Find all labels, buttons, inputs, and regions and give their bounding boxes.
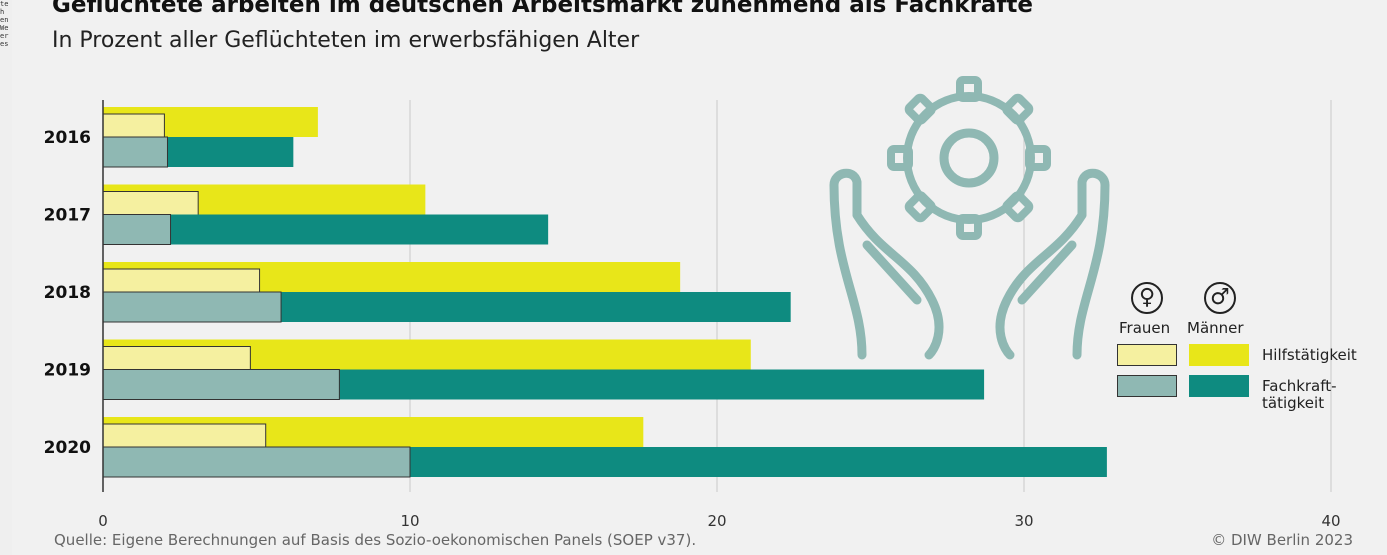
legend-swatch-fachkraft-men: [1189, 375, 1249, 397]
legend-header-men: Männer: [1187, 319, 1244, 337]
copyright: © DIW Berlin 2023: [1211, 531, 1353, 549]
hands-gear-icon: [829, 76, 1110, 360]
chart-subtitle: In Prozent aller Geflüchteten im erwerbs…: [52, 28, 640, 53]
legend: ♀ ♂ Frauen Männer Hilfstätigkeit Fachkra…: [1117, 282, 1377, 422]
bar-fachkraftt-tigkeit-m-nner-2017: [103, 214, 549, 245]
chart-card: Geflüchtete arbeiten im deutschen Arbeit…: [12, 0, 1387, 555]
side-fragment: er: [0, 32, 9, 40]
legend-label-fachkraft: Fachkraft- tätigkeit: [1262, 377, 1337, 412]
y-category-label: 2017: [44, 206, 91, 226]
bar-fachkraftt-tigkeit-frauen-2017: [102, 214, 172, 245]
bars-layer: [102, 107, 1107, 478]
chart-title: Geflüchtete arbeiten im deutschen Arbeit…: [52, 0, 1034, 18]
y-category-label: 2016: [44, 128, 91, 148]
legend-swatch-fachkraft-women: [1117, 375, 1177, 397]
side-fragment: h: [0, 8, 5, 16]
side-fragment: We: [0, 24, 9, 32]
bar-fachkraftt-tigkeit-frauen-2018: [102, 291, 282, 323]
x-tick-label: 20: [707, 512, 726, 530]
legend-header-women: Frauen: [1119, 319, 1171, 337]
source-note: Quelle: Eigene Berechnungen auf Basis de…: [54, 531, 697, 549]
y-category-label: 2020: [44, 438, 91, 458]
side-fragment: en: [0, 16, 9, 24]
male-symbol-icon: ♂: [1204, 282, 1236, 314]
x-tick-label: 30: [1014, 512, 1033, 530]
legend-swatch-hilfs-men: [1189, 344, 1249, 366]
x-tick-label: 0: [98, 512, 108, 530]
bar-fachkraftt-tigkeit-frauen-2019: [102, 369, 340, 400]
side-fragment: te: [0, 0, 9, 8]
y-axis: 0 10 20 30 40 2016 2017 2018 2019 2020: [44, 100, 1341, 530]
legend-label-hilfs: Hilfstätigkeit: [1262, 346, 1357, 364]
bar-fachkraftt-tigkeit-frauen-2016: [102, 136, 168, 168]
bar-chart: 0 10 20 30 40 2016 2017 2018 2019 2020: [44, 76, 1341, 530]
x-tick-label: 40: [1321, 512, 1340, 530]
legend-swatch-hilfs-women: [1117, 344, 1177, 366]
x-tick-label: 10: [400, 512, 419, 530]
y-category-label: 2018: [44, 283, 91, 303]
female-symbol-icon: ♀: [1131, 282, 1163, 314]
side-fragment: es: [0, 40, 9, 48]
bar-fachkraftt-tigkeit-frauen-2020: [102, 446, 411, 478]
y-category-label: 2019: [44, 361, 91, 381]
